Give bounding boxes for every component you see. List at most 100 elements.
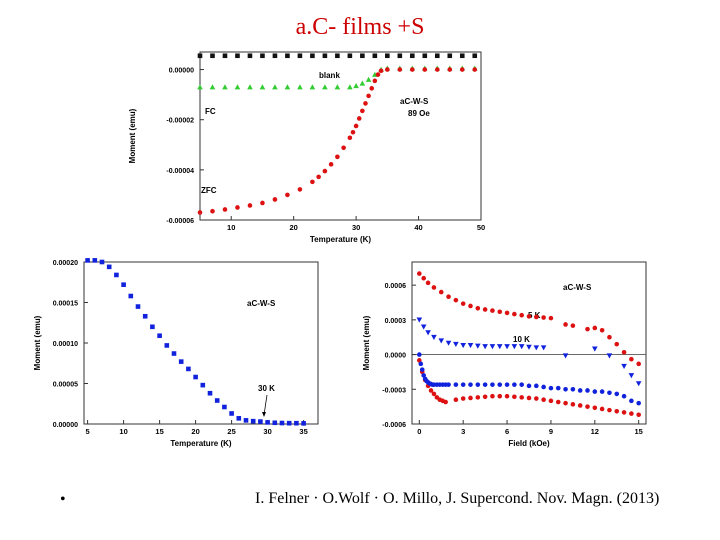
- chart1-series-fc-point: [259, 84, 266, 90]
- chart1-series-zfc-point: [316, 174, 321, 180]
- chart1-series-blank-point: [322, 53, 328, 59]
- chart1-ytick-label: -0.00006: [166, 218, 194, 225]
- chart3-series-10-k-upper-point: [420, 324, 427, 330]
- chart2-ytick-label: 0.00020: [53, 260, 78, 267]
- chart1-series-fc-point: [347, 84, 353, 90]
- chart2-ytick-label: 0.00015: [53, 301, 78, 308]
- chart2-series-ac-w-s-point: [301, 421, 306, 426]
- chart3-series-5-k-lower-point: [519, 395, 524, 400]
- chart1-series-zfc-point: [350, 129, 356, 135]
- chart1-series-blank-point: [372, 53, 378, 59]
- chart2-series-ac-w-s-point: [222, 404, 227, 410]
- chart1-series-fc-point: [234, 84, 241, 90]
- chart2-xtick-label: 35: [299, 427, 307, 436]
- citation-text: I. Felner · O.Wolf · O. Millo, J. Superc…: [255, 490, 660, 507]
- chart3-series-5-k-upper-point: [438, 289, 444, 295]
- chart2-series-ac-w-s-point: [99, 259, 105, 265]
- chart1-series-zfc-point: [341, 145, 346, 151]
- chart3-series-10-k-lower-point: [419, 367, 425, 372]
- chart1-series-zfc-point: [222, 207, 228, 212]
- chart2-annotation-arrow: [263, 394, 268, 416]
- chart1-series-zfc-point: [397, 67, 403, 72]
- chart1-series-fc-point: [359, 80, 366, 86]
- chart3-series-10-k-lower-point: [629, 398, 634, 404]
- chart3-series-10-k-lower-point: [475, 382, 481, 387]
- chart3-series-10-k-lower-point: [607, 390, 612, 396]
- slide-title: a.C- films +S: [295, 14, 425, 40]
- chart3-series-10-k-lower-point: [490, 382, 495, 387]
- chart3-series-5-k-lower-point: [563, 400, 568, 406]
- chart1-xtick-label: 20: [289, 223, 297, 232]
- chart1-annotation: 89 Oe: [408, 109, 430, 118]
- chart3-series-10-k-upper-point: [482, 344, 488, 350]
- chart2-series-ac-w-s-point: [207, 390, 213, 396]
- chart2-series-ac-w-s-point: [272, 420, 278, 426]
- chart3-xlabel: Field (kOe): [508, 439, 550, 448]
- chart3-series-5-k-upper-point: [548, 315, 554, 321]
- chart1-annotation: FC: [205, 107, 216, 116]
- chart2-ytick-label: 0.00000: [53, 422, 78, 429]
- chart3-series-5-k-upper-point: [592, 325, 598, 331]
- chart2-xtick-label: 20: [191, 427, 199, 436]
- chart2-series-ac-w-s-point: [171, 351, 177, 356]
- chart3-series-5-k-lower-point: [468, 395, 473, 401]
- chart2-series-ac-w-s-point: [250, 418, 256, 424]
- chart3-series-10-k-lower-point: [504, 382, 510, 387]
- chart3-series-10-k-lower-point: [446, 382, 451, 387]
- chart3-series-10-k-upper-point: [518, 344, 525, 350]
- chart2-series-ac-w-s-point: [294, 420, 299, 426]
- chart1-series-fc-point: [197, 84, 203, 90]
- chart3-series-5-k-upper-point: [460, 301, 466, 306]
- chart3-series-5-k-lower-point: [592, 405, 598, 411]
- chart3-series-5-k-upper-point: [519, 312, 524, 318]
- chart3-series-5-k-lower-point: [526, 395, 532, 401]
- chart3-series-10-k-lower-point: [636, 400, 641, 406]
- chart2-series-ac-w-s-point: [150, 324, 155, 330]
- chart1-series-fc-point: [272, 84, 278, 90]
- chart3-series-5-k-upper-point: [599, 327, 605, 333]
- chart3-series-5-k-lower-point: [541, 397, 546, 403]
- chart2-xtick-label: 25: [227, 427, 235, 436]
- chart1-series-zfc-point: [372, 78, 378, 84]
- chart1-series-fc-point: [284, 84, 291, 90]
- chart2-series-ac-w-s-point: [128, 293, 134, 299]
- chart1-series-fc-point: [247, 84, 253, 90]
- chart1-series-zfc-point: [385, 67, 390, 72]
- chart1-series-blank-point: [247, 53, 253, 59]
- chart3-series-5-k-lower-point: [431, 391, 437, 397]
- chart2-series-ac-w-s-point: [258, 419, 263, 424]
- chart3-series-5-k-lower-point: [570, 402, 576, 407]
- chart3-series-10-k-upper-point: [635, 381, 642, 387]
- chart1-series-zfc-point: [356, 116, 362, 121]
- chart1-series-blank-point: [360, 53, 365, 59]
- chart1-series-fc-point: [222, 84, 228, 90]
- chart1-series-blank-point: [397, 53, 403, 59]
- chart3-series-10-k-upper-point: [438, 338, 445, 344]
- chart1-series-zfc-point: [353, 123, 359, 129]
- chart3-annotation: 10 K: [513, 335, 530, 344]
- chart1-series-fc-point: [334, 84, 341, 90]
- chart1-series-fc-point: [297, 84, 303, 90]
- chart1-series-zfc-point: [360, 108, 365, 114]
- chart1-xtick-label: 50: [477, 223, 485, 232]
- chart2-series-ac-w-s-point: [178, 359, 184, 364]
- chart3-series-10-k-lower-point: [482, 382, 488, 387]
- chart3-series-5-k-upper-point: [621, 349, 627, 355]
- chart1-series-blank-point: [197, 53, 203, 59]
- chart3-series-5-k-lower-point: [548, 398, 554, 404]
- chart1-annotation: aC-W-S: [400, 97, 429, 106]
- chart3-series-5-k-upper-point: [453, 297, 459, 303]
- chart1-series-zfc-point: [347, 135, 353, 141]
- chart1-ytick-label: -0.00004: [166, 168, 194, 175]
- chart3-series-10-k-upper-point: [526, 344, 532, 350]
- chart3-series-5-k-upper-point: [431, 285, 437, 290]
- chart1-frame: [199, 51, 482, 221]
- chart3-series-5-k-upper-point: [607, 334, 612, 340]
- chart3-series-5-k-lower-point: [443, 399, 448, 405]
- chart3-xtick-label: 6: [505, 427, 509, 436]
- chart1-ylabel: Moment (emu): [128, 108, 137, 163]
- chart1-ytick-label: 0.00000: [169, 68, 194, 75]
- chart3-ytick-label: 0.0006: [385, 283, 407, 290]
- chart3-series-5-k-upper-point: [629, 356, 634, 362]
